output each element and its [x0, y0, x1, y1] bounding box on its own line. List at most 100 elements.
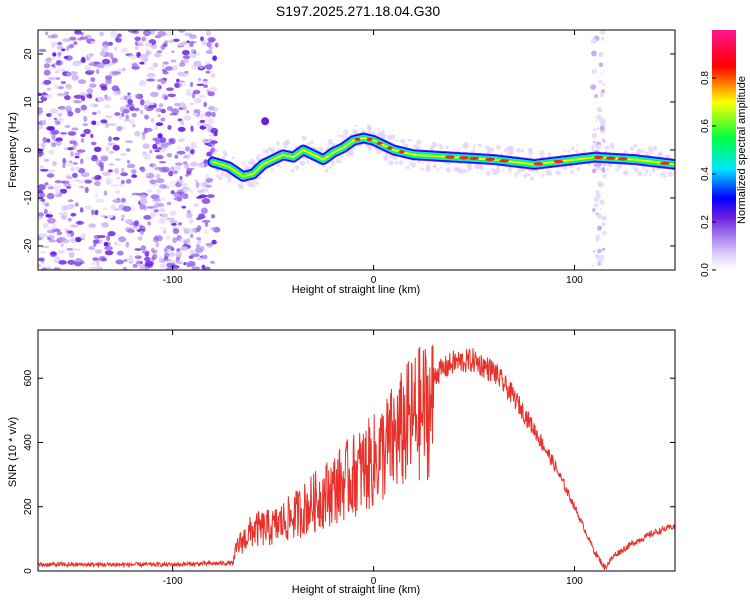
noise-blob	[52, 161, 57, 167]
colorbar-label: Normalized spectral amplitude	[736, 76, 748, 224]
halo-dot	[353, 148, 356, 151]
noise-blob	[117, 33, 122, 38]
noise-blob	[70, 212, 77, 217]
noise-blob	[160, 117, 166, 122]
noise-blob	[152, 62, 159, 68]
noise-blob	[51, 62, 57, 69]
noise-blob	[44, 57, 52, 64]
noise-blob	[71, 204, 75, 208]
ridge-hotspot	[593, 155, 604, 159]
noise-blob	[159, 226, 168, 231]
noise-blob	[159, 217, 165, 223]
noise-blob	[125, 241, 130, 248]
noise-blob	[40, 142, 46, 148]
noise-blob	[91, 120, 97, 126]
noise-blob	[202, 181, 208, 187]
halo-dot	[376, 148, 382, 155]
noise-blob	[77, 220, 82, 225]
halo-dot	[295, 145, 298, 149]
noise-blob	[202, 140, 211, 144]
stripe-dot	[593, 250, 596, 253]
noise-blob	[44, 203, 50, 207]
halo-dot	[576, 166, 581, 171]
noise-blob	[57, 51, 62, 57]
noise-blob	[57, 86, 64, 90]
noise-blob	[198, 94, 206, 99]
noise-blob	[64, 124, 71, 129]
noise-blob	[99, 31, 104, 37]
noise-blob	[47, 76, 56, 81]
noise-blob	[131, 65, 140, 70]
noise-blob	[129, 106, 136, 111]
noise-blob	[183, 262, 187, 266]
spectrogram-y-label: Frequency (Hz)	[7, 112, 19, 188]
noise-blob	[57, 112, 63, 117]
noise-blob	[65, 176, 73, 180]
noise-blob	[67, 217, 72, 222]
noise-blob	[177, 80, 185, 83]
noise-blob	[205, 111, 213, 117]
noise-blob	[193, 60, 202, 67]
halo-dot	[240, 182, 244, 185]
noise-blob	[72, 62, 81, 67]
noise-blob	[203, 84, 209, 89]
spectrogram-y-ticks: -20 -10 0 10 20	[23, 48, 675, 253]
noise-blob	[129, 119, 135, 125]
halo-dot	[472, 146, 476, 150]
noise-blob	[149, 179, 157, 185]
noise-blob	[187, 153, 191, 161]
noise-blob	[52, 267, 61, 270]
noise-blob	[68, 251, 75, 258]
noise-blob	[56, 45, 64, 50]
halo-dot	[267, 146, 273, 151]
noise-blob	[111, 184, 120, 187]
noise-blob	[80, 133, 86, 138]
halo-dot	[548, 152, 552, 156]
noise-blob	[46, 192, 55, 200]
halo-dot	[220, 171, 225, 176]
noise-blob	[100, 119, 108, 124]
noise-blob	[205, 177, 214, 183]
halo-dot	[400, 138, 406, 144]
noise-blob	[64, 91, 70, 95]
halo-dot	[367, 144, 372, 150]
noise-blob	[190, 125, 194, 132]
noise-blob	[43, 94, 47, 98]
ridge-hotspot	[660, 161, 670, 165]
noise-blob	[97, 235, 106, 239]
halo-dot	[385, 158, 388, 162]
noise-blob	[121, 218, 124, 221]
stripe-dot	[600, 89, 606, 94]
snr-y-ticks: 0 200 400 600	[23, 369, 675, 574]
stripe-dot	[599, 125, 605, 131]
y-tick-label: 600	[23, 369, 34, 386]
noise-blob	[59, 188, 68, 194]
noise-blob	[139, 194, 147, 200]
halo-dot	[218, 175, 223, 181]
halo-dot	[294, 165, 300, 170]
noise-blob	[201, 198, 211, 204]
noise-blob	[189, 34, 197, 39]
halo-dot	[623, 150, 628, 155]
halo-dot	[388, 160, 394, 166]
noise-blob	[123, 118, 131, 122]
stripe-dot	[591, 168, 597, 174]
halo-dot	[280, 166, 283, 169]
noise-blob	[166, 153, 173, 158]
halo-dot	[513, 173, 518, 177]
ridge-hotspot	[366, 137, 373, 141]
noise-blob	[199, 65, 204, 69]
noise-blob	[64, 95, 71, 101]
noise-blob	[64, 227, 68, 232]
noise-blob	[169, 220, 178, 224]
halo-dot	[212, 151, 216, 155]
noise-blob	[149, 30, 156, 36]
y-tick-label: 200	[23, 498, 34, 515]
halo-dot	[539, 150, 545, 156]
noise-blob	[152, 137, 160, 142]
noise-blob	[38, 48, 47, 53]
stripe-dot	[602, 169, 606, 173]
halo-dot	[507, 150, 513, 156]
noise-blob	[177, 222, 183, 226]
noise-blob	[114, 243, 122, 246]
